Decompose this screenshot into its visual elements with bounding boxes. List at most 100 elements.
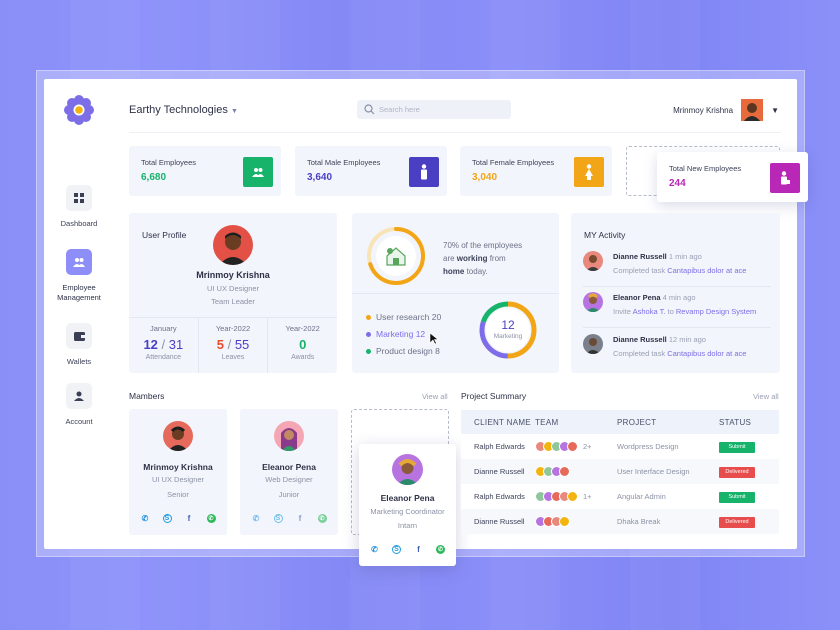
donut-segment	[479, 301, 537, 359]
stat-label: Year-2022	[215, 324, 251, 333]
users-icon	[243, 157, 273, 187]
column-header: CLIENT NAME	[474, 417, 531, 427]
sidebar-item-label: Dashboard	[60, 219, 98, 228]
skype-icon[interactable]: S	[273, 514, 283, 523]
search-icon	[364, 104, 375, 115]
sidebar-item-account[interactable]: Account	[49, 383, 109, 427]
legend-label: Marketing	[376, 329, 414, 339]
activity-desc: to	[665, 307, 676, 316]
phone-icon[interactable]: ✆	[252, 514, 260, 523]
avatar	[741, 99, 764, 121]
sidebar: Dashboard Employee Management Wallets Ac…	[44, 79, 114, 549]
status-badge: Submit	[719, 491, 755, 503]
legend-item[interactable]: Marketing 12	[366, 326, 441, 343]
skype-icon[interactable]: S	[392, 545, 401, 554]
view-all-link[interactable]: View all	[422, 392, 448, 401]
member-card[interactable]: Mrinmoy Krishna UI UX Designer Senior ✆ …	[129, 409, 227, 535]
activity-link[interactable]: Cantapibus dolor at ace	[667, 266, 747, 275]
member-role: Web Designer	[265, 475, 313, 484]
facebook-icon[interactable]: f	[298, 514, 302, 523]
sidebar-item-wallets[interactable]: Wallets	[49, 323, 109, 367]
activity-link[interactable]: Ashoka T.	[632, 307, 666, 316]
table-row[interactable]: Ralph Edwards 2+ Wordpress Design Submit	[461, 434, 779, 459]
sidebar-item-label: Employee Management	[57, 283, 101, 302]
member-role: UI UX Designer	[151, 475, 205, 484]
member-card[interactable]: Eleanor Pena Web Designer Junior ✆ S f ✆	[240, 409, 338, 535]
donut-center: 12 Marketing	[477, 318, 539, 340]
wfh-line: are	[443, 254, 457, 263]
whatsapp-icon[interactable]: ✆	[317, 514, 327, 523]
legend-count: 8	[435, 346, 440, 356]
cursor-icon	[429, 332, 439, 345]
wfh-emphasis: home	[443, 267, 465, 276]
legend-item[interactable]: User research 20	[366, 309, 441, 326]
member-name: Mrinmoy Krishna	[143, 462, 213, 472]
sidebar-item-label: Wallets	[66, 357, 92, 366]
users-icon	[66, 249, 92, 275]
table-row[interactable]: Dianne Russell Dhaka Break Delivered	[461, 509, 779, 534]
activity-item[interactable]: Eleanor Pena 4 min ago Invite Ashoka T. …	[583, 290, 771, 328]
avatar	[163, 421, 193, 451]
skype-icon[interactable]: S	[162, 514, 172, 523]
avatar	[559, 466, 570, 477]
activity-time: 4 min ago	[662, 293, 696, 302]
status-badge: Submit	[719, 441, 755, 453]
client-name: Ralph Edwards	[474, 492, 525, 501]
logo	[64, 95, 94, 125]
card-title: User Profile	[142, 230, 187, 240]
stat-caption: Leaves	[221, 354, 245, 361]
activity-time: 12 min ago	[668, 335, 706, 344]
activity-time: 1 min ago	[668, 252, 702, 261]
view-all-link[interactable]: View all	[753, 392, 779, 401]
project-name: Angular Admin	[617, 492, 666, 501]
search-placeholder: Search here	[379, 105, 420, 114]
attendance-stat: January 12 / 31 Attendance	[129, 318, 199, 373]
member-card-dragging[interactable]: Eleanor Pena Marketing Coordinator Intar…	[359, 444, 456, 566]
wallet-icon	[66, 323, 92, 349]
male-icon	[409, 157, 439, 187]
legend-count: 12	[415, 329, 426, 339]
member-name: Eleanor Pena	[262, 462, 316, 472]
member-level: Junior	[278, 490, 300, 499]
activity-item[interactable]: Dianne Russell 1 min ago Completed task …	[583, 249, 771, 287]
awards-stat: Year-2022 0 Awards	[268, 318, 337, 373]
avatar	[559, 516, 570, 527]
stat-label: Year-2022	[285, 324, 320, 333]
project-table: CLIENT NAME TEAM PROJECT STATUS Ralph Ed…	[461, 410, 779, 534]
sidebar-item-employee-management[interactable]: Employee Management	[49, 249, 109, 303]
department-donut	[479, 301, 537, 359]
stat-value: 6,680	[141, 172, 167, 183]
whatsapp-icon[interactable]: ✆	[436, 545, 445, 554]
table-row[interactable]: Ralph Edwards 1+ Angular Admin Submit	[461, 484, 779, 509]
phone-icon[interactable]: ✆	[141, 514, 149, 523]
dashboard-window: Dashboard Employee Management Wallets Ac…	[44, 79, 808, 566]
column-header: STATUS	[719, 417, 752, 427]
activity-item[interactable]: Dianne Russell 12 min ago Completed task…	[583, 332, 771, 370]
stat-total-new[interactable]: Total New Employees 244	[657, 152, 808, 202]
user-menu[interactable]: Mrinmoy Krishna ▼	[673, 99, 779, 121]
status-badge: Delivered	[719, 516, 755, 528]
phone-icon[interactable]: ✆	[371, 545, 378, 554]
search-input[interactable]: Search here	[357, 100, 511, 119]
whatsapp-icon[interactable]: ✆	[206, 514, 216, 523]
wfh-emphasis: working	[456, 254, 488, 263]
stat-value: 12	[143, 337, 158, 352]
facebook-icon[interactable]: f	[417, 545, 420, 554]
company-name: Earthy Technologies	[129, 104, 228, 116]
table-header: CLIENT NAME TEAM PROJECT STATUS	[461, 410, 779, 434]
card-title: MY Activity	[584, 230, 626, 240]
legend-item[interactable]: Product design 8	[366, 343, 441, 360]
company-dropdown[interactable]: Earthy Technologies ▼	[129, 104, 238, 116]
table-row[interactable]: Dianne Russell User Interface Design Deliv…	[461, 459, 779, 484]
avatar	[583, 292, 603, 312]
avatar	[583, 251, 603, 271]
legend-count: 20	[431, 312, 442, 322]
sidebar-item-dashboard[interactable]: Dashboard	[49, 185, 109, 229]
activity-link[interactable]: Revamp Design System	[675, 307, 757, 316]
activity-link[interactable]: Cantapibus dolor at ace	[667, 349, 747, 358]
department-legend: User research 20 Marketing 12 Product de…	[366, 309, 441, 360]
stat-title: Total Employees	[141, 158, 197, 167]
profile-name: Mrinmoy Krishna	[196, 270, 270, 280]
facebook-icon[interactable]: f	[187, 514, 191, 523]
user-profile-card: User Profile Mrinmoy Krishna UI UX Desig…	[129, 213, 337, 373]
